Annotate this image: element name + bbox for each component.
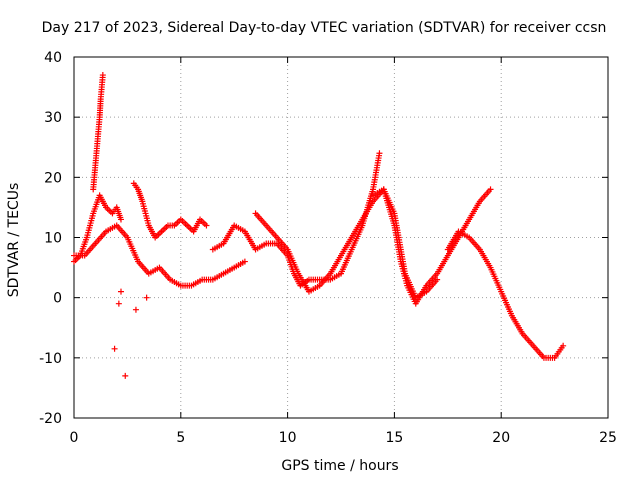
data-point: [487, 186, 494, 193]
series-track-a: [71, 192, 124, 265]
data-point: [117, 288, 124, 295]
axis-ticks: 0 5 10 15 20 25 -20 -10 0 10 20 30 40: [39, 50, 617, 446]
x-tick-label: 15: [385, 430, 403, 446]
y-tick-label: 30: [44, 110, 62, 126]
series-track-f: [370, 186, 494, 307]
x-tick-label: 25: [599, 430, 617, 446]
data-point: [132, 306, 139, 313]
data-point: [241, 258, 248, 265]
x-tick-label: 0: [70, 430, 79, 446]
data-point: [111, 345, 118, 352]
x-tick-label: 10: [279, 430, 297, 446]
y-tick-label: -10: [39, 351, 62, 367]
y-tick-label: 0: [53, 291, 62, 307]
series-track-g: [444, 228, 567, 361]
data-point: [99, 72, 106, 79]
chart-title: Day 217 of 2023, Sidereal Day-to-day VTE…: [42, 20, 607, 36]
data-point: [143, 294, 150, 301]
series-track-b: [71, 222, 248, 289]
x-tick-label: 5: [176, 430, 185, 446]
series-outliers: [111, 288, 150, 379]
y-tick-label: -20: [39, 411, 62, 427]
x-tick-label: 20: [492, 430, 510, 446]
data-point: [376, 150, 383, 157]
y-tick-label: 40: [44, 50, 62, 66]
y-tick-label: 10: [44, 231, 62, 247]
series-track-e: [252, 186, 441, 301]
data-points: [71, 72, 567, 379]
data-point: [434, 276, 441, 283]
series-track-d: [209, 150, 383, 289]
series-track-c: [130, 180, 210, 241]
series-spike: [90, 72, 106, 193]
data-point: [122, 372, 129, 379]
y-tick-label: 20: [44, 170, 62, 186]
data-point: [117, 216, 124, 223]
x-axis-label: GPS time / hours: [281, 458, 398, 474]
grid: [74, 57, 608, 418]
y-axis-label: SDTVAR / TECUs: [6, 183, 22, 298]
data-point: [115, 300, 122, 307]
data-point: [560, 342, 567, 349]
data-point: [203, 222, 210, 229]
